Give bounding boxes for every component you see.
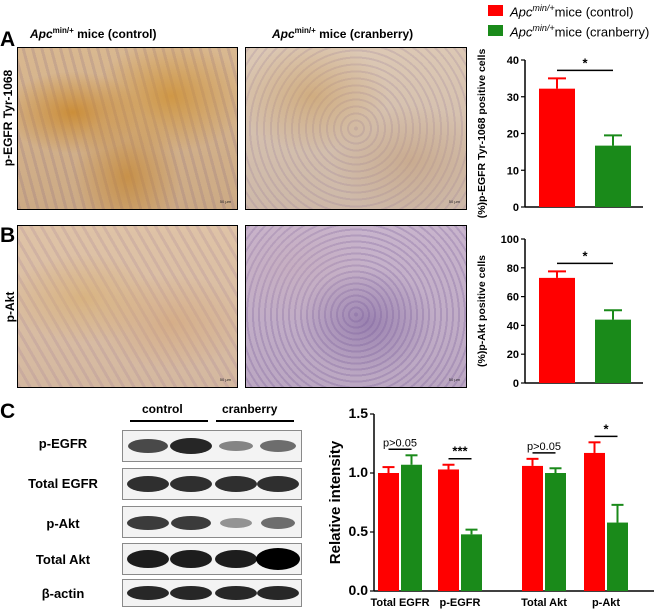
blot-strip-beta-actin <box>122 579 302 607</box>
y-tick-label: 1.0 <box>349 464 369 480</box>
scale-bar-label: 50 µm <box>219 199 231 204</box>
y-tick-label: 10 <box>507 165 519 177</box>
y-tick-label: 100 <box>501 234 519 246</box>
title-sup: min/+ <box>294 26 316 35</box>
bar-p-akt-cranberry <box>607 522 628 591</box>
bar-p-egfr-control <box>438 469 459 591</box>
significance-mark: * <box>582 55 588 70</box>
row-label-p-egfr: p-EGFR Tyr-1068 <box>1 69 15 167</box>
bar-total-akt-control <box>522 465 543 591</box>
y-tick-label: 20 <box>507 129 519 141</box>
chart-p-egfr-positive: (%)p-EGFR Tyr-1068 positive cells 0 10 20 30… <box>476 49 643 219</box>
micro-title-cranberry: Apcmin/+ mice (cranberry) <box>272 26 413 41</box>
scale-bar-label: 50 µm <box>219 377 231 382</box>
bar-total-akt-cranberry <box>545 473 566 591</box>
bar-total-egfr-cranberry <box>401 464 422 591</box>
micrograph-a-control: 50 µm <box>17 47 238 210</box>
x-tick-label: p-EGFR <box>440 597 481 609</box>
y-axis-label: (%)p-Akt positive cells <box>476 255 488 367</box>
blot-bands <box>128 438 296 454</box>
title-suffix: mice (control) <box>73 27 157 41</box>
blot-strip-total-egfr <box>122 468 302 500</box>
y-tick-label: 60 <box>507 292 519 304</box>
significance-mark: *** <box>452 444 468 459</box>
legend-sup: min/+ <box>532 3 555 13</box>
legend-sup: min/+ <box>532 23 555 33</box>
y-tick-label: 0 <box>513 378 519 390</box>
blot-strip-p-egfr <box>122 430 302 462</box>
blot-bands <box>127 516 295 530</box>
y-axis-label: Relative intensity <box>327 440 344 564</box>
legend-swatch-control <box>488 5 503 16</box>
legend-suffix: mice (cranberry) <box>554 24 650 40</box>
x-tick-label: Total EGFR <box>370 597 429 609</box>
blot-label-total-akt: Total Akt <box>35 552 91 567</box>
blot-group-line-cranberry <box>216 420 294 422</box>
bar-p-akt-control <box>584 452 605 591</box>
significance-mark: p>0.05 <box>527 441 561 453</box>
y-tick-label: 0 <box>513 202 519 214</box>
y-tick-label: 30 <box>507 92 519 104</box>
blot-bands <box>127 586 299 600</box>
title-prefix: Apc <box>272 27 295 41</box>
panel-letter-b: B <box>0 224 16 247</box>
title-sup: min/+ <box>52 26 74 35</box>
scale-bar-label: 50 µm <box>448 377 460 382</box>
legend-prefix: Apc <box>510 24 533 40</box>
bar-control <box>539 277 575 383</box>
significance-mark: * <box>582 248 588 263</box>
blot-bands <box>127 548 300 570</box>
blot-label-total-egfr: Total EGFR <box>28 476 98 491</box>
micrograph-a-cranberry: 50 µm <box>245 47 467 210</box>
y-tick-label: 40 <box>507 55 519 67</box>
blot-strip-total-akt <box>122 543 302 575</box>
legend-prefix: Apc <box>510 4 533 20</box>
micrograph-b-cranberry: 50 µm <box>245 225 467 388</box>
blot-group-label-cranberry: cranberry <box>222 402 278 416</box>
legend-entry-cranberry: Apcmin/+mice (cranberry) <box>510 22 649 39</box>
bar-cranberry <box>595 319 631 383</box>
y-tick-label: 20 <box>507 349 519 361</box>
bar-control <box>539 88 575 207</box>
significance-mark: * <box>603 421 609 436</box>
panel-letter-a: A <box>0 28 16 51</box>
blot-label-p-akt: p-Akt <box>46 516 80 531</box>
blot-strip-p-akt <box>122 506 302 538</box>
chart-p-akt-positive: (%)p-Akt positive cells 0 20 40 60 80 100 * <box>476 234 643 390</box>
x-tick-label: p-Akt <box>592 597 620 609</box>
y-tick-label: 0.5 <box>349 523 369 539</box>
blot-group-line-control <box>130 420 208 422</box>
micro-title-control: Apcmin/+ mice (control) <box>30 26 156 41</box>
y-axis-label: (%)p-EGFR Tyr-1068 positive cells <box>476 49 488 219</box>
bar-p-egfr-cranberry <box>461 534 482 591</box>
micrograph-b-control: 50 µm <box>17 225 238 388</box>
scale-bar-label: 50 µm <box>448 199 460 204</box>
y-tick-label: 40 <box>507 320 519 332</box>
legend: Apcmin/+mice (control) Apcmin/+mice (cra… <box>488 2 660 40</box>
blot-label-beta-actin: β-actin <box>41 586 85 601</box>
legend-suffix: mice (control) <box>554 4 634 20</box>
bar-total-egfr-control <box>378 473 399 591</box>
legend-swatch-cranberry <box>488 25 503 36</box>
legend-entry-control: Apcmin/+mice (control) <box>510 2 633 19</box>
bar-cranberry <box>595 145 631 207</box>
row-label-p-akt: p-Akt <box>3 291 17 323</box>
x-tick-label: Total Akt <box>521 597 567 609</box>
blot-label-p-egfr: p-EGFR <box>38 436 88 451</box>
title-prefix: Apc <box>30 27 53 41</box>
significance-mark: p>0.05 <box>383 437 417 449</box>
title-suffix: mice (cranberry) <box>315 27 414 41</box>
chart-relative-intensity: Relative intensity 0.0 0.5 1.0 1.5 Total EGFR… <box>327 405 654 609</box>
y-tick-label: 0.0 <box>349 582 369 598</box>
y-tick-label: 80 <box>507 263 519 275</box>
y-tick-label: 1.5 <box>349 405 369 421</box>
blot-group-label-control: control <box>142 402 183 416</box>
panel-letter-c: C <box>0 400 16 423</box>
blot-bands <box>127 476 299 492</box>
